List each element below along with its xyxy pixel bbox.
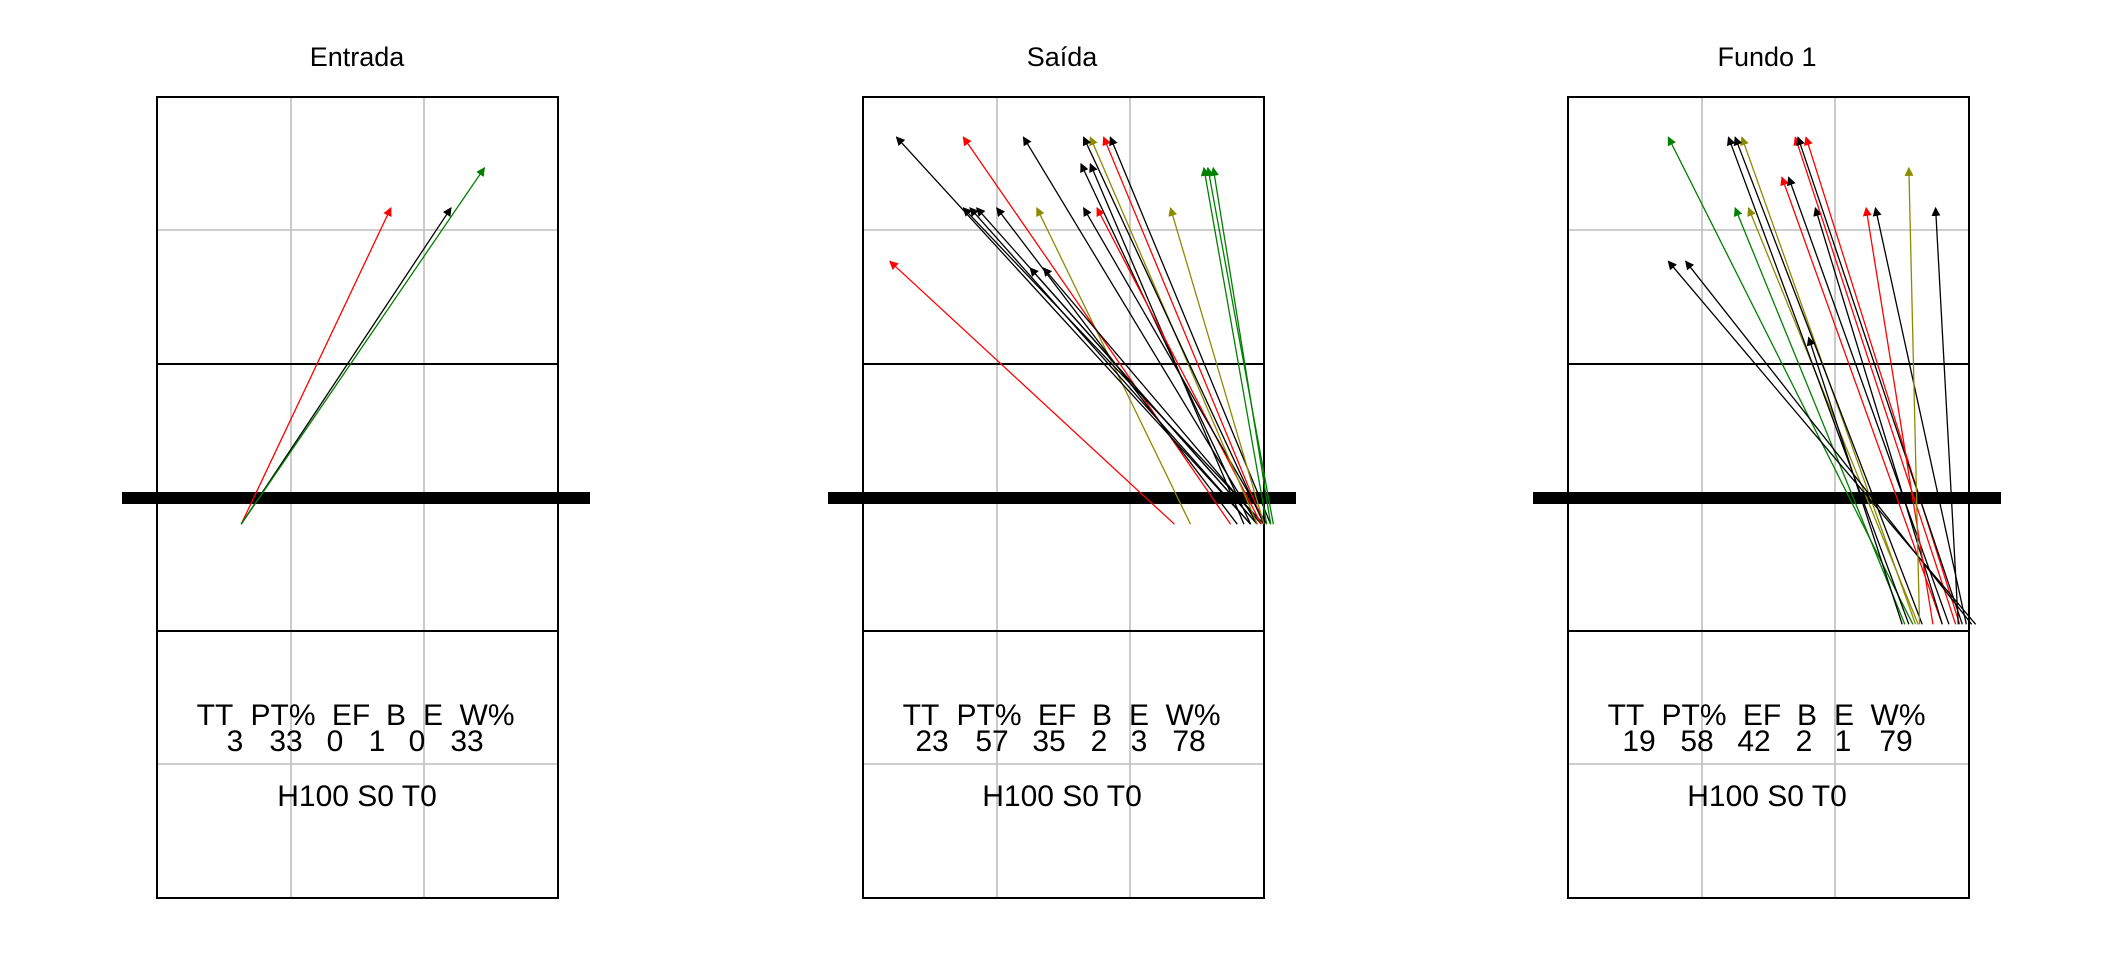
stat-header-ef: EF: [1038, 699, 1076, 732]
attack-arrow: [1080, 162, 1252, 525]
stat-header-e: E: [1129, 699, 1149, 732]
stat-value-pt: 57: [975, 725, 1008, 758]
stat-value-w: 79: [1879, 725, 1912, 758]
attack-arrow: [1931, 206, 1959, 625]
attack-arrow: [1747, 206, 1919, 625]
stat-header-pt: PT%: [250, 699, 315, 732]
panel-entrada: Entrada TT PT% EF B E W% 3 33 0 1 0 33 H…: [122, 42, 590, 899]
stat-value-w: 78: [1172, 725, 1205, 758]
attack-arrow: [1082, 207, 1268, 525]
stat-value-b: 2: [1796, 725, 1813, 758]
attack-arrows: [889, 136, 1274, 525]
stat-value-pt: 33: [269, 725, 302, 758]
attack-arrow: [1787, 176, 1950, 625]
attack-arrow: [1862, 206, 1934, 625]
panel-footer: H100 S0 T0: [277, 780, 437, 813]
attack-arrow: [1204, 166, 1274, 525]
stat-value-e: 1: [1835, 725, 1852, 758]
panel-title: Entrada: [310, 42, 406, 72]
stat-header-b: B: [1092, 699, 1112, 732]
stat-value-b: 1: [369, 725, 386, 758]
attack-arrow: [895, 136, 1252, 525]
attack-arrow: [969, 207, 1252, 525]
stat-value-ef: 42: [1737, 725, 1770, 758]
stat-value-ef: 0: [327, 725, 344, 758]
panel-footer: H100 S0 T0: [1687, 780, 1847, 813]
stat-header-ef: EF: [1743, 699, 1781, 732]
stat-header-tt: TT: [1608, 699, 1645, 732]
attack-arrow: [1200, 166, 1268, 525]
attack-arrow: [240, 207, 452, 525]
attack-arrow: [1082, 136, 1265, 525]
stat-header-b: B: [386, 699, 406, 732]
attack-arrow: [889, 260, 1175, 525]
stat-header-w: W%: [1166, 699, 1221, 732]
stat-value-b: 2: [1091, 725, 1108, 758]
stat-header-pt: PT%: [1661, 699, 1726, 732]
attack-arrow: [240, 167, 486, 525]
panel-fundo-1: Fundo 1 TT PT% EF B E W% 19 58 42 2 1 79…: [1533, 42, 2001, 899]
attack-arrows: [240, 167, 486, 525]
stat-header-b: B: [1797, 699, 1817, 732]
stats-table: TT PT% EF B E W% 19 58 42 2 1 79: [1608, 699, 1926, 758]
stats-table: TT PT% EF B E W% 23 57 35 2 3 78: [903, 699, 1221, 758]
panel-title: Saída: [1027, 42, 1099, 72]
attack-arrow: [1168, 206, 1265, 525]
attack-arrow: [962, 207, 1265, 525]
attack-arrow: [1904, 166, 1921, 625]
attack-arrow: [1022, 136, 1258, 525]
attack-arrow: [1029, 267, 1258, 525]
stat-value-pt: 58: [1680, 725, 1713, 758]
attack-arrow: [1042, 267, 1262, 525]
stat-header-pt: PT%: [956, 699, 1021, 732]
attack-arrow: [1210, 166, 1272, 525]
attack-arrow: [1793, 136, 1957, 625]
stat-value-e: 0: [409, 725, 426, 758]
attack-arrow: [1804, 136, 1961, 625]
panel-title: Fundo 1: [1717, 42, 1816, 72]
attack-arrow: [1685, 260, 1973, 625]
stat-value-tt: 19: [1622, 725, 1655, 758]
stat-value-ef: 35: [1032, 725, 1065, 758]
attack-arrow: [1733, 206, 1906, 625]
stat-header-tt: TT: [197, 699, 234, 732]
stat-header-w: W%: [1871, 699, 1926, 732]
attack-arrow: [1806, 336, 1903, 625]
panel-saida: Saída TT PT% EF B E W% 23 57 35 2 3 78 H…: [828, 42, 1296, 899]
attack-arrow: [1813, 206, 1943, 625]
attack-arrow: [1109, 136, 1272, 525]
stat-value-tt: 23: [915, 725, 948, 758]
court: [1533, 96, 2001, 899]
stats-table: TT PT% EF B E W% 3 33 0 1 0 33: [197, 699, 515, 758]
stat-value-tt: 3: [227, 725, 244, 758]
stat-header-ef: EF: [332, 699, 370, 732]
stat-header-e: E: [423, 699, 443, 732]
stat-value-w: 33: [450, 725, 483, 758]
panel-footer: H100 S0 T0: [982, 780, 1142, 813]
stat-header-e: E: [1834, 699, 1854, 732]
stat-header-w: W%: [460, 699, 515, 732]
stat-header-tt: TT: [903, 699, 940, 732]
attack-arrow: [240, 206, 392, 525]
attack-arrow: [1733, 136, 1923, 625]
attack-arrow: [1726, 136, 1910, 625]
attack-arrows: [1667, 136, 1977, 625]
stat-value-e: 3: [1131, 725, 1148, 758]
attack-arrow: [1872, 206, 1967, 625]
court: [122, 96, 590, 899]
attack-arrow: [1796, 136, 1963, 625]
attack-arrow: [1780, 176, 1943, 625]
attack-arrow: [1102, 136, 1265, 525]
